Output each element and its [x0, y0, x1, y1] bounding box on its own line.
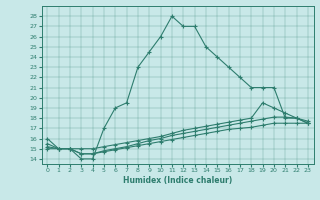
X-axis label: Humidex (Indice chaleur): Humidex (Indice chaleur) — [123, 176, 232, 185]
